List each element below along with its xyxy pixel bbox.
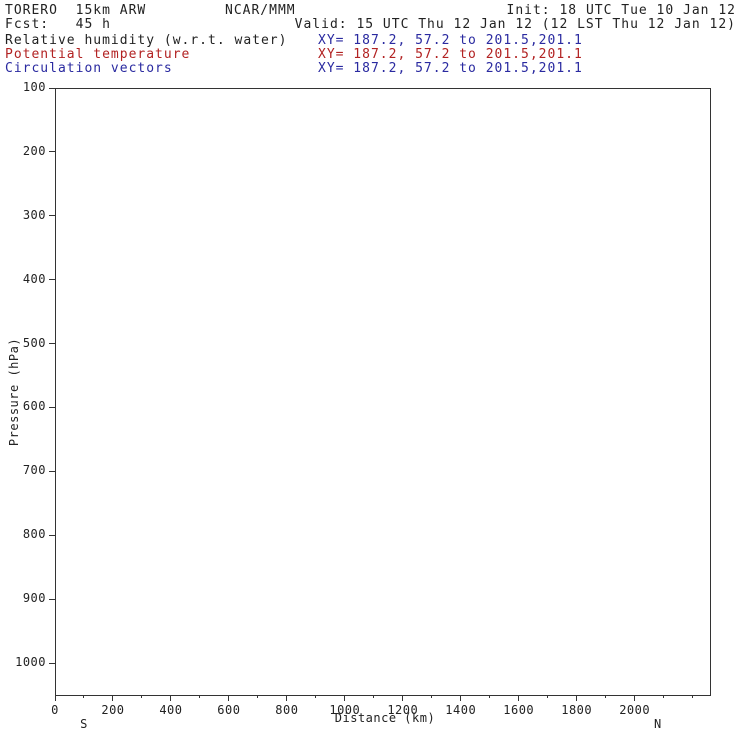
- x-tick-label: 1400: [445, 703, 477, 717]
- x-tick-label: 1000: [329, 703, 361, 717]
- x-tick: [286, 695, 288, 701]
- field-xy-1: XY= 187.2, 57.2 to 201.5,201.1: [318, 47, 583, 62]
- valid-time: Valid: 15 UTC Thu 12 Jan 12 (12 LST Thu …: [294, 17, 736, 32]
- y-tick-label: 800: [22, 527, 46, 542]
- y-tick: [49, 343, 55, 345]
- field-label-2: Circulation vectors: [5, 61, 173, 76]
- y-tick: [49, 279, 55, 281]
- field-xy-2: XY= 187.2, 57.2 to 201.5,201.1: [318, 61, 583, 76]
- forecast-hour: Fcst: 45 h: [5, 17, 111, 32]
- x-tick-label: 1200: [387, 703, 419, 717]
- y-tick-label: 500: [22, 335, 46, 350]
- x-minor-tick: [315, 695, 317, 698]
- x-tick: [518, 695, 520, 701]
- x-minor-tick: [547, 695, 549, 698]
- endpoint-label: S: [80, 717, 88, 731]
- x-minor-tick: [431, 695, 433, 698]
- y-tick-label: 700: [22, 463, 46, 478]
- x-tick: [402, 695, 404, 701]
- field-xy-0: XY= 187.2, 57.2 to 201.5,201.1: [318, 33, 583, 48]
- x-tick: [460, 695, 462, 701]
- x-minor-tick: [199, 695, 201, 698]
- y-tick: [49, 215, 55, 217]
- x-tick: [576, 695, 578, 701]
- y-tick: [49, 470, 55, 472]
- x-axis-label: Distance (km): [334, 711, 436, 725]
- center-name: NCAR/MMM: [225, 3, 296, 18]
- x-minor-tick: [83, 695, 85, 698]
- x-minor-tick: [489, 695, 491, 698]
- model-title: TORERO 15km ARW: [5, 3, 147, 18]
- x-tick: [54, 695, 56, 701]
- x-minor-tick: [663, 695, 665, 698]
- y-tick: [49, 87, 55, 89]
- x-tick-label: 2000: [619, 703, 651, 717]
- x-tick: [112, 695, 114, 701]
- y-tick-label: 200: [22, 143, 46, 158]
- y-axis-label: Pressure (hPa): [7, 337, 21, 447]
- y-tick-label: 300: [22, 207, 46, 222]
- x-tick-label: 1600: [503, 703, 535, 717]
- x-tick: [170, 695, 172, 701]
- x-tick-label: 800: [275, 703, 299, 717]
- x-minor-tick: [692, 695, 694, 698]
- y-tick: [49, 534, 55, 536]
- y-tick-label: 100: [22, 80, 46, 94]
- x-tick: [634, 695, 636, 701]
- y-tick: [49, 598, 55, 600]
- endpoint-label: N: [653, 717, 662, 731]
- y-tick-label: 600: [22, 399, 46, 414]
- y-tick: [49, 662, 55, 664]
- init-time: Init: 18 UTC Tue 10 Jan 12: [506, 3, 736, 18]
- x-minor-tick: [605, 695, 607, 698]
- field-label-0: Relative humidity (w.r.t. water): [5, 33, 288, 48]
- y-tick-label: 400: [22, 271, 46, 286]
- plot-area: [55, 88, 711, 696]
- x-minor-tick: [373, 695, 375, 698]
- x-tick-label: 600: [217, 703, 241, 717]
- y-tick-label: 900: [22, 591, 46, 606]
- x-tick-label: 400: [159, 703, 183, 717]
- x-minor-tick: [257, 695, 259, 698]
- x-tick-label: 1800: [561, 703, 593, 717]
- x-minor-tick: [141, 695, 143, 698]
- x-tick-label: 0: [51, 703, 59, 717]
- x-tick-label: 200: [101, 703, 125, 717]
- y-tick-label: 1000: [15, 655, 46, 670]
- field-label-1: Potential temperature: [5, 47, 191, 62]
- y-tick: [49, 151, 55, 153]
- x-tick: [228, 695, 230, 701]
- x-tick: [344, 695, 346, 701]
- y-tick: [49, 406, 55, 408]
